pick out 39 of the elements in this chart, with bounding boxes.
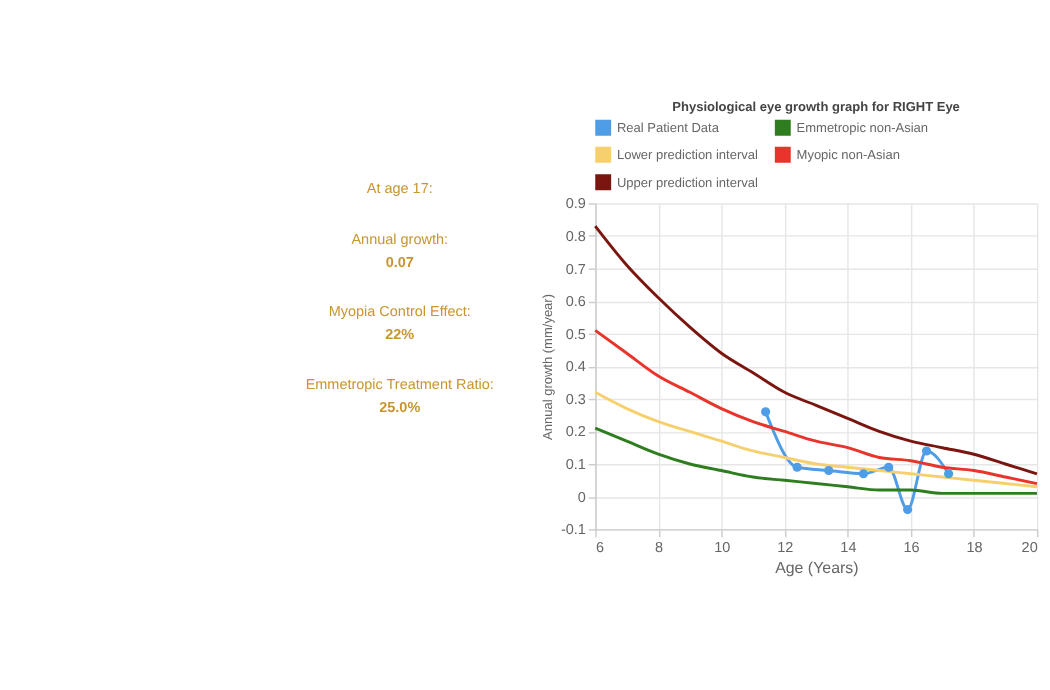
point	[884, 462, 894, 472]
point	[792, 462, 802, 472]
x-tick-label: 18	[966, 537, 983, 556]
y-tick-label: 0.9	[565, 194, 586, 213]
y-tick-label: 0.3	[565, 389, 586, 408]
text: At age 17:	[366, 179, 433, 198]
line-series	[593, 328, 1039, 485]
y-tick-label: 0.2	[565, 422, 586, 441]
text: Myopia Control Effect:	[328, 302, 471, 321]
line-series	[593, 426, 1039, 495]
text: Annual growth:	[351, 229, 448, 248]
point	[824, 465, 834, 476]
point	[903, 505, 913, 515]
y-tick-label: 0.5	[565, 324, 586, 343]
x-tick-label: 20	[1021, 537, 1038, 556]
y-tick-label: 0.6	[565, 292, 586, 311]
y-tick-label: 0	[577, 487, 586, 506]
line-series	[593, 390, 1039, 489]
point	[921, 446, 932, 456]
text: 25.0%	[379, 397, 422, 416]
x-tick-label: 14	[840, 537, 857, 556]
text: Emmetropic Treatment Ratio:	[305, 374, 494, 393]
text: 22%	[385, 325, 416, 344]
text: 0.07	[385, 253, 414, 272]
point	[944, 469, 954, 479]
y-tick-label: 0.4	[565, 357, 586, 376]
y-tick-label: 0.7	[565, 259, 586, 278]
y-tick-label: 0.8	[565, 226, 586, 245]
y-tick-label: -0.1	[560, 520, 586, 539]
x-tick-label: 12	[777, 537, 794, 556]
point	[761, 407, 771, 417]
point	[858, 469, 869, 479]
x-tick-label: 10	[714, 537, 731, 556]
x-tick-label: 16	[903, 537, 920, 556]
x-tick-label: 8	[655, 537, 664, 556]
y-tick-label: 0.1	[565, 455, 586, 474]
x-tick-label: 6	[595, 537, 605, 556]
line-series	[593, 224, 1039, 476]
x-axis-title: Age (Years)	[775, 559, 860, 578]
